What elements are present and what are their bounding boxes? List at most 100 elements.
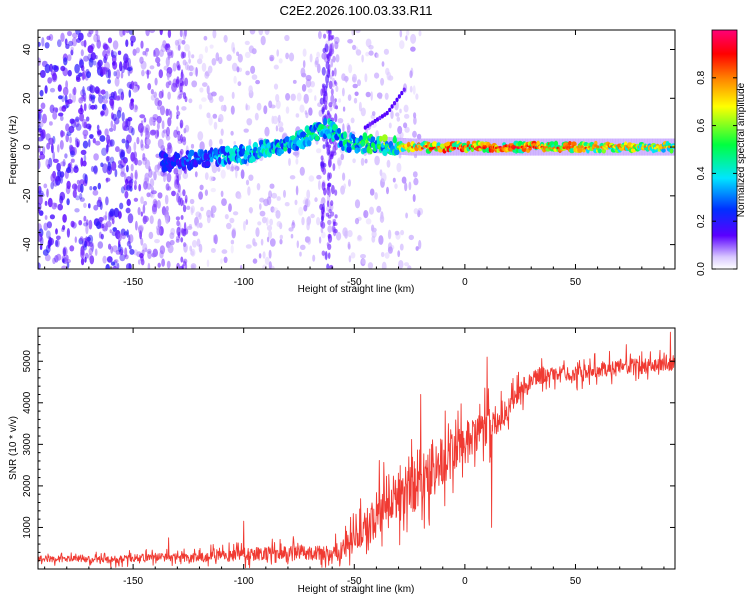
noise-blob bbox=[352, 158, 356, 164]
noise-blob bbox=[101, 147, 107, 156]
noise-blob bbox=[171, 82, 177, 93]
ridge-blob bbox=[218, 156, 222, 165]
noise-blob bbox=[276, 49, 280, 57]
signal-ridge bbox=[158, 117, 675, 173]
noise-blob bbox=[66, 180, 71, 190]
noise-blob bbox=[243, 128, 249, 133]
noise-blob bbox=[188, 65, 194, 72]
noise-blob bbox=[75, 123, 82, 131]
noise-blob bbox=[56, 162, 61, 172]
streak-blob bbox=[333, 101, 337, 109]
branch-blob bbox=[378, 115, 382, 121]
ridge-blob bbox=[163, 153, 169, 159]
y-tick-label: 2000 bbox=[22, 474, 33, 497]
noise-blob bbox=[62, 258, 65, 263]
noise-blob bbox=[78, 97, 84, 104]
noise-blob bbox=[413, 116, 417, 125]
noise-blob bbox=[284, 202, 290, 207]
noise-blob bbox=[155, 153, 160, 158]
noise-blob bbox=[294, 148, 300, 158]
noise-blob bbox=[85, 224, 89, 235]
noise-blob bbox=[412, 85, 416, 95]
streak-blob bbox=[327, 233, 333, 243]
noise-blob bbox=[96, 61, 102, 70]
noise-blob bbox=[374, 72, 380, 79]
noise-blob bbox=[296, 240, 299, 249]
spectrogram-panel: -150 -100 -50 0 50 -40 -20 0 20 40 Height of str… bbox=[8, 29, 676, 569]
noise-blob bbox=[305, 79, 312, 88]
noise-blob bbox=[96, 34, 101, 43]
ridge-blob bbox=[369, 148, 373, 155]
noise-blob bbox=[130, 80, 135, 90]
noise-blob bbox=[264, 30, 270, 36]
noise-blob bbox=[279, 238, 283, 245]
noise-blob bbox=[198, 212, 202, 220]
noise-blob bbox=[120, 91, 125, 101]
noise-blob bbox=[144, 247, 148, 253]
noise-blob bbox=[102, 99, 109, 104]
noise-blob bbox=[120, 171, 125, 178]
noise-blob bbox=[371, 111, 376, 116]
noise-blob bbox=[117, 50, 122, 56]
noise-blob bbox=[89, 241, 95, 251]
noise-blob bbox=[45, 159, 49, 168]
noise-blob bbox=[140, 196, 144, 205]
noise-blob bbox=[80, 257, 85, 266]
noise-blob bbox=[302, 48, 307, 57]
noise-blob bbox=[116, 262, 120, 269]
noise-blob bbox=[221, 198, 227, 207]
noise-blob bbox=[189, 245, 193, 252]
noise-blob bbox=[367, 262, 373, 269]
noise-blob bbox=[396, 116, 401, 122]
branch-blob bbox=[366, 123, 370, 129]
noise-blob bbox=[226, 222, 232, 230]
noise-blob bbox=[132, 48, 137, 56]
noise-blob bbox=[96, 39, 101, 49]
ridge-core bbox=[323, 125, 327, 129]
ridge-blob bbox=[205, 160, 211, 167]
noise-blob bbox=[52, 111, 58, 120]
noise-blob bbox=[133, 197, 139, 202]
noise-blob bbox=[119, 202, 124, 210]
ridge-blob bbox=[284, 136, 291, 143]
streak-blob bbox=[321, 83, 326, 88]
noise-blob bbox=[126, 144, 132, 154]
noise-blob bbox=[106, 50, 111, 57]
ridge-core bbox=[512, 146, 516, 150]
noise-blob bbox=[43, 183, 48, 189]
colorbar-label: Normalized spectral amplitude bbox=[736, 82, 747, 217]
noise-blob bbox=[254, 112, 259, 121]
streak-blob bbox=[330, 94, 335, 104]
streak-blob bbox=[181, 73, 185, 82]
ridge-blob bbox=[326, 133, 332, 139]
noise-blob bbox=[314, 197, 318, 203]
noise-blob bbox=[290, 93, 296, 102]
noise-blob bbox=[268, 100, 273, 109]
ridge-blob bbox=[203, 152, 208, 161]
colorbar-tick-label: 0.6 bbox=[696, 118, 707, 132]
noise-blob bbox=[342, 106, 346, 112]
noise-blob bbox=[132, 156, 137, 164]
branch-blob bbox=[380, 114, 384, 119]
noise-blob bbox=[310, 213, 315, 219]
streak-blob bbox=[176, 105, 179, 112]
ridge-blob bbox=[597, 148, 603, 153]
noise-blob bbox=[56, 235, 61, 240]
noise-blob bbox=[220, 128, 224, 136]
noise-blob bbox=[133, 141, 137, 152]
noise-blob bbox=[79, 236, 84, 242]
noise-blob bbox=[89, 186, 93, 191]
noise-blob bbox=[406, 30, 410, 36]
noise-blob bbox=[67, 30, 72, 37]
noise-blob bbox=[305, 198, 311, 208]
noise-blob bbox=[155, 56, 161, 64]
streak-blob bbox=[334, 113, 338, 123]
noise-blob bbox=[283, 189, 286, 198]
noise-blob bbox=[97, 241, 104, 249]
noise-blob bbox=[365, 218, 372, 225]
noise-blob bbox=[60, 65, 66, 72]
streak-blob bbox=[329, 153, 334, 160]
noise-blob bbox=[115, 95, 121, 101]
noise-blob bbox=[394, 183, 398, 189]
noise-blob bbox=[121, 112, 125, 122]
